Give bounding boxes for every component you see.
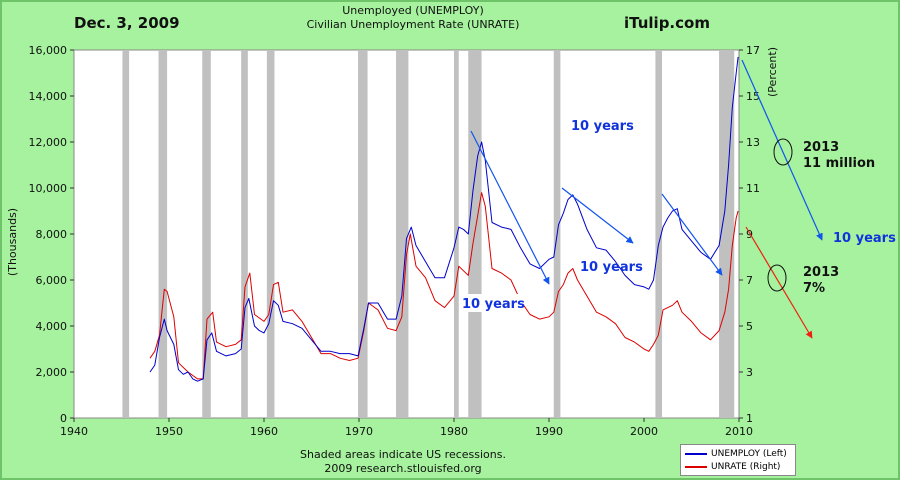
series-line-unrate bbox=[149, 192, 739, 380]
recession-band bbox=[158, 50, 168, 418]
y-right-tick-label: 3 bbox=[746, 366, 753, 379]
annotation-circle-2013-rate bbox=[767, 264, 787, 292]
y-right-tick-label: 17 bbox=[746, 44, 760, 57]
recession-band bbox=[266, 50, 275, 418]
annotation-10-years: 10 years bbox=[571, 119, 634, 134]
legend-label: UNEMPLOY (Left) bbox=[711, 449, 787, 459]
chart-title-line1: Unemployed (UNEMPLOY) bbox=[342, 4, 484, 17]
recession-band bbox=[396, 50, 409, 418]
y-right-tick-label: 7 bbox=[746, 274, 753, 287]
y-left-tick-label: 4,000 bbox=[36, 320, 68, 333]
x-tick-label: 1980 bbox=[440, 425, 468, 438]
y-right-tick-label: 11 bbox=[746, 182, 760, 195]
y-left-tick-label: 14,000 bbox=[29, 90, 68, 103]
y-left-tick-label: 16,000 bbox=[29, 44, 68, 57]
y-right-tick-label: 9 bbox=[746, 228, 753, 241]
series-line-unemploy bbox=[149, 56, 739, 382]
recession-band bbox=[655, 50, 663, 418]
x-tick-label: 2000 bbox=[630, 425, 658, 438]
trend-arrow bbox=[745, 226, 813, 339]
y-right-axis-label: (Percent) bbox=[766, 47, 779, 97]
legend-item-unrate: UNRATE (Right) bbox=[685, 461, 780, 473]
footer-recession-note: Shaded areas indicate US recessions. bbox=[300, 448, 506, 461]
chart-title-line2: Civilian Unemployment Rate (UNRATE) bbox=[306, 18, 520, 31]
footer-source: 2009 research.stlouisfed.org bbox=[324, 462, 482, 475]
x-tick-label: 1940 bbox=[60, 425, 88, 438]
y-left-tick-label: 10,000 bbox=[29, 182, 68, 195]
annotation-10-years: 10 years bbox=[580, 260, 643, 275]
y-left-tick-label: 8,000 bbox=[36, 228, 68, 241]
legend-swatch-red bbox=[685, 465, 707, 468]
y-left-axis-label: (Thousands) bbox=[6, 208, 19, 276]
trend-arrows bbox=[470, 59, 823, 339]
chart-date: Dec. 3, 2009 bbox=[74, 14, 180, 32]
y-left-tick-label: 6,000 bbox=[36, 274, 68, 287]
chart-legend: UNEMPLOY (Left) UNRATE (Right) bbox=[680, 444, 796, 476]
annotation-circle-2013-unemployed bbox=[773, 138, 793, 166]
recession-band bbox=[122, 50, 130, 418]
x-tick-label: 1950 bbox=[155, 425, 183, 438]
y-right-tick-label: 13 bbox=[746, 136, 760, 149]
annotation-2013: 2013 bbox=[803, 140, 839, 155]
legend-item-unemploy: UNEMPLOY (Left) bbox=[685, 448, 787, 460]
recession-band bbox=[241, 50, 248, 418]
trend-arrow bbox=[741, 59, 823, 241]
y-left-tick-label: 2,000 bbox=[36, 366, 68, 379]
legend-label: UNRATE (Right) bbox=[711, 462, 781, 472]
label-backdrop bbox=[460, 294, 524, 312]
trend-arrow bbox=[561, 187, 634, 244]
y-right-tick-label: 5 bbox=[746, 320, 753, 333]
annotation-10-years: 10 years bbox=[462, 297, 525, 312]
y-left-tick-label: 0 bbox=[60, 412, 67, 425]
recession-band bbox=[454, 50, 459, 418]
annotation-2013: 2013 bbox=[803, 265, 839, 280]
y-left-tick-label: 12,000 bbox=[29, 136, 68, 149]
x-tick-label: 1960 bbox=[250, 425, 278, 438]
x-tick-label: 1990 bbox=[535, 425, 563, 438]
x-tick-label: 2010 bbox=[725, 425, 753, 438]
recession-band bbox=[358, 50, 368, 418]
annotation-7-percent: 7% bbox=[803, 281, 825, 296]
trend-arrow bbox=[661, 193, 723, 276]
legend-swatch-blue bbox=[685, 452, 707, 455]
annotation-11-million: 11 million bbox=[803, 156, 875, 171]
x-tick-label: 1970 bbox=[345, 425, 373, 438]
recession-band bbox=[202, 50, 211, 418]
site-name: iTulip.com bbox=[624, 14, 710, 32]
annotation-10-years: 10 years bbox=[833, 231, 896, 246]
y-right-tick-label: 1 bbox=[746, 412, 753, 425]
trend-arrow bbox=[470, 130, 550, 285]
